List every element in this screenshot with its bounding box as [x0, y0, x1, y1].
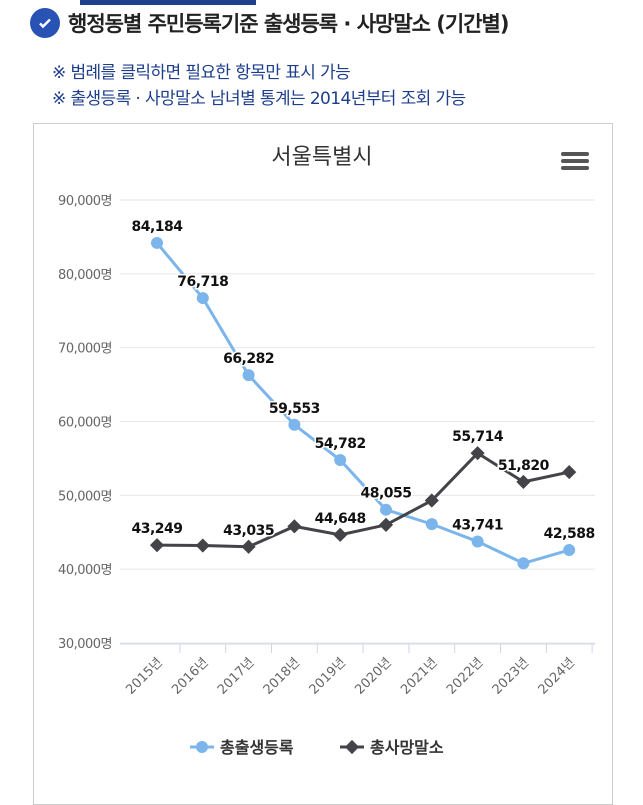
- data-label: 43,741: [452, 518, 503, 534]
- data-label: 84,184: [131, 219, 183, 235]
- data-point[interactable]: [378, 517, 394, 532]
- series-line: [156, 451, 570, 549]
- y-tick-label: 70,000명: [58, 342, 112, 357]
- legend-label: 총출생등록: [220, 738, 294, 757]
- note-1: ※ 범례를 클릭하면 필요한 항목만 표시 가능: [52, 63, 351, 83]
- data-point[interactable]: [470, 446, 485, 461]
- x-tick-label: 2021년: [398, 655, 440, 697]
- data-label: 42,588: [544, 526, 595, 542]
- data-point[interactable]: [288, 418, 301, 431]
- legend-symbol: [344, 739, 360, 755]
- x-tick-label: 2015년: [123, 655, 165, 697]
- y-tick-label: 50,000명: [58, 489, 112, 504]
- data-label: 54,782: [315, 436, 366, 452]
- x-tick-label: 2019년: [307, 655, 349, 697]
- x-tick-label: 2020년: [352, 655, 394, 697]
- legend-item-deaths[interactable]: 총사망말소: [340, 738, 444, 757]
- top-accent-bar: [80, 0, 256, 5]
- note-2: ※ 출생등록 · 사망말소 남녀별 통계는 2014년부터 조회 가능: [52, 89, 466, 109]
- series-births[interactable]: 84,184 76,718 66,282 59,553 54,782 48,055 43,7…: [130, 217, 597, 570]
- check-circle-icon: [30, 8, 60, 38]
- data-point[interactable]: [196, 292, 209, 305]
- legend-item-births[interactable]: 총출생등록: [190, 738, 294, 757]
- data-point[interactable]: [334, 454, 347, 467]
- x-tick-label: 2017년: [215, 655, 257, 697]
- data-point[interactable]: [516, 474, 531, 489]
- y-tick-label: 80,000명: [58, 268, 112, 283]
- y-tick-label: 30,000명: [58, 637, 112, 652]
- data-label: 66,282: [223, 351, 274, 367]
- data-point[interactable]: [242, 369, 255, 382]
- data-point[interactable]: [195, 538, 210, 553]
- data-point[interactable]: [380, 503, 392, 516]
- title-text: 행정동별 주민등록기준 출생등록 · 사망말소 (기간별): [68, 12, 509, 36]
- data-label: 51,820: [498, 458, 550, 474]
- data-label: 43,249: [131, 521, 182, 537]
- x-tick-label: 2022년: [444, 655, 486, 697]
- data-point[interactable]: [151, 236, 163, 249]
- x-tick-label: 2018년: [261, 655, 303, 697]
- y-tick-label: 60,000명: [58, 416, 112, 431]
- x-tick-label: 2023년: [490, 655, 532, 697]
- series-deaths[interactable]: 43,249 43,035 44,648 55,714 51,820: [130, 428, 577, 554]
- data-label: 44,648: [315, 511, 366, 527]
- data-label: 43,035: [223, 523, 274, 539]
- data-label: 76,718: [177, 274, 228, 290]
- data-point[interactable]: [287, 519, 302, 534]
- data-point[interactable]: [562, 465, 577, 480]
- data-point[interactable]: [425, 518, 438, 531]
- y-tick-label: 40,000명: [58, 563, 112, 578]
- data-label: 59,553: [269, 401, 320, 417]
- legend-label: 총사망말소: [370, 738, 444, 757]
- data-point[interactable]: [241, 539, 256, 554]
- menu-hamburger-icon[interactable]: [561, 152, 589, 170]
- x-tick-label: 2016년: [169, 655, 211, 697]
- data-point[interactable]: [563, 544, 576, 557]
- data-point[interactable]: [333, 527, 348, 542]
- legend-symbol: [196, 741, 208, 753]
- x-tick-label: 2024년: [536, 655, 578, 697]
- data-point[interactable]: [517, 557, 530, 570]
- data-point[interactable]: [149, 538, 165, 553]
- data-label: 55,714: [452, 429, 504, 445]
- section-title: 행정동별 주민등록기준 출생등록 · 사망말소 (기간별): [30, 8, 509, 38]
- series-line: [155, 241, 570, 565]
- chart-title: 서울특별시: [271, 145, 372, 170]
- data-point[interactable]: [424, 493, 439, 508]
- data-point[interactable]: [471, 535, 484, 548]
- chart-panel: [33, 123, 613, 805]
- y-tick-label: 90,000명: [58, 194, 112, 209]
- data-label: 48,055: [360, 486, 411, 502]
